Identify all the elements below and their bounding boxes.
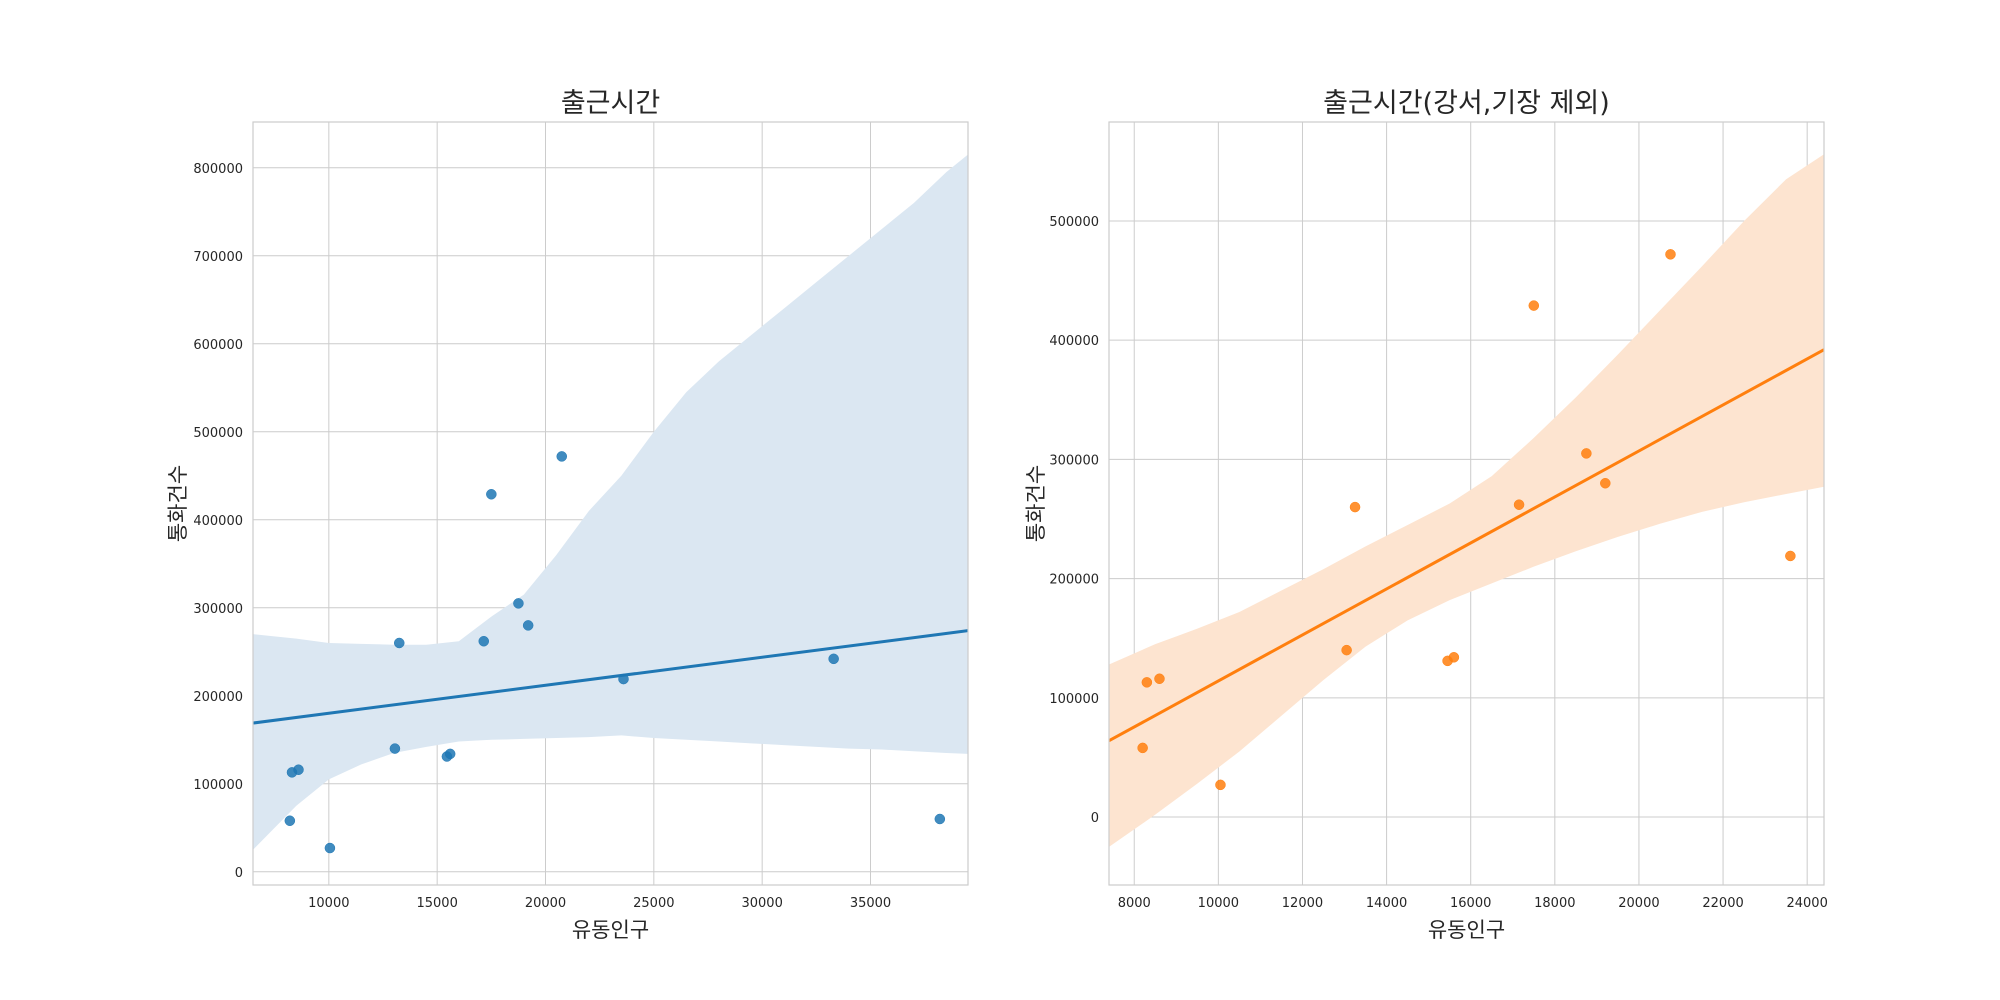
- data-point: [556, 451, 567, 462]
- x-tick-label: 22000: [1702, 896, 1743, 911]
- data-point: [293, 764, 304, 775]
- y-tick-label: 200000: [193, 690, 243, 705]
- x-tick-label: 12000: [1282, 896, 1323, 911]
- data-point: [1600, 477, 1611, 489]
- plot-area: [1109, 154, 1824, 847]
- confidence-band: [1109, 154, 1824, 847]
- y-tick-label: 300000: [1049, 453, 1099, 468]
- x-tick-label: 18000: [1534, 896, 1575, 911]
- x-tick-label: 20000: [525, 896, 566, 911]
- x-tick-label: 10000: [308, 896, 349, 911]
- x-axis-label: 유동인구: [1428, 918, 1505, 942]
- data-point: [1448, 652, 1460, 663]
- y-tick-label: 700000: [193, 250, 243, 265]
- y-tick-label: 300000: [193, 602, 243, 617]
- data-point: [1528, 300, 1540, 311]
- data-point: [1215, 779, 1226, 791]
- x-tick-label: 8000: [1118, 896, 1151, 911]
- plot-area: [253, 154, 968, 854]
- confidence-band: [253, 154, 968, 850]
- y-tick-label: 600000: [193, 338, 243, 353]
- y-axis-label: 통화건수: [1024, 465, 1048, 542]
- data-point: [444, 748, 456, 760]
- data-point: [1513, 499, 1525, 510]
- chart-right: 8000 10000 12000 14000 16000 18000 20000 22000 2…: [1024, 88, 1828, 942]
- x-tick-label: 30000: [741, 896, 782, 911]
- regression-line: [1109, 348, 1824, 743]
- data-point: [1154, 673, 1165, 685]
- x-tick-label: 16000: [1450, 896, 1491, 911]
- data-point: [486, 489, 497, 500]
- data-point: [389, 743, 401, 754]
- chart-title: 출근시간(강서,기장 제외): [1323, 88, 1610, 119]
- data-point: [284, 815, 296, 827]
- y-tick-label: 100000: [1049, 692, 1099, 707]
- data-point: [513, 598, 524, 609]
- x-tick-label: 14000: [1366, 896, 1407, 911]
- x-tick-label: 20000: [1618, 896, 1659, 911]
- data-point: [934, 813, 946, 825]
- x-tick-label: 25000: [633, 896, 674, 911]
- y-tick-label: 0: [235, 866, 243, 881]
- data-point: [828, 653, 839, 665]
- data-point: [1785, 550, 1796, 562]
- data-point: [618, 673, 629, 685]
- data-point: [394, 637, 405, 649]
- y-tick-label: 500000: [1049, 215, 1099, 230]
- data-point: [1581, 448, 1592, 459]
- x-tick-label: 15000: [416, 896, 457, 911]
- y-tick-label: 0: [1091, 811, 1099, 826]
- y-tick-label: 100000: [193, 778, 243, 793]
- y-tick-label: 500000: [193, 426, 243, 441]
- y-tick-label: 400000: [1049, 334, 1099, 349]
- x-tick-label: 35000: [850, 896, 891, 911]
- y-axis-label: 통화건수: [166, 465, 190, 542]
- chart-title: 출근시간: [561, 88, 660, 119]
- plot-frame: [252, 121, 969, 886]
- y-tick-label: 200000: [1049, 573, 1099, 588]
- data-point: [1665, 249, 1676, 260]
- data-point: [1349, 501, 1361, 513]
- x-tick-label: 24000: [1786, 896, 1827, 911]
- x-tick-label: 10000: [1198, 896, 1239, 911]
- data-point: [1137, 742, 1148, 754]
- y-tick-label: 400000: [193, 514, 243, 529]
- regression-line: [253, 629, 968, 725]
- data-point: [1141, 677, 1153, 688]
- plot-frame: [1108, 121, 1825, 886]
- y-tick-label: 800000: [193, 162, 243, 177]
- data-point: [324, 842, 336, 854]
- chart-left: 10000 15000 20000 25000 30000 35000 0 100000 200…: [166, 88, 969, 942]
- data-point: [478, 635, 489, 647]
- data-point: [1341, 644, 1352, 656]
- data-point: [522, 620, 534, 631]
- x-axis-label: 유동인구: [572, 918, 649, 942]
